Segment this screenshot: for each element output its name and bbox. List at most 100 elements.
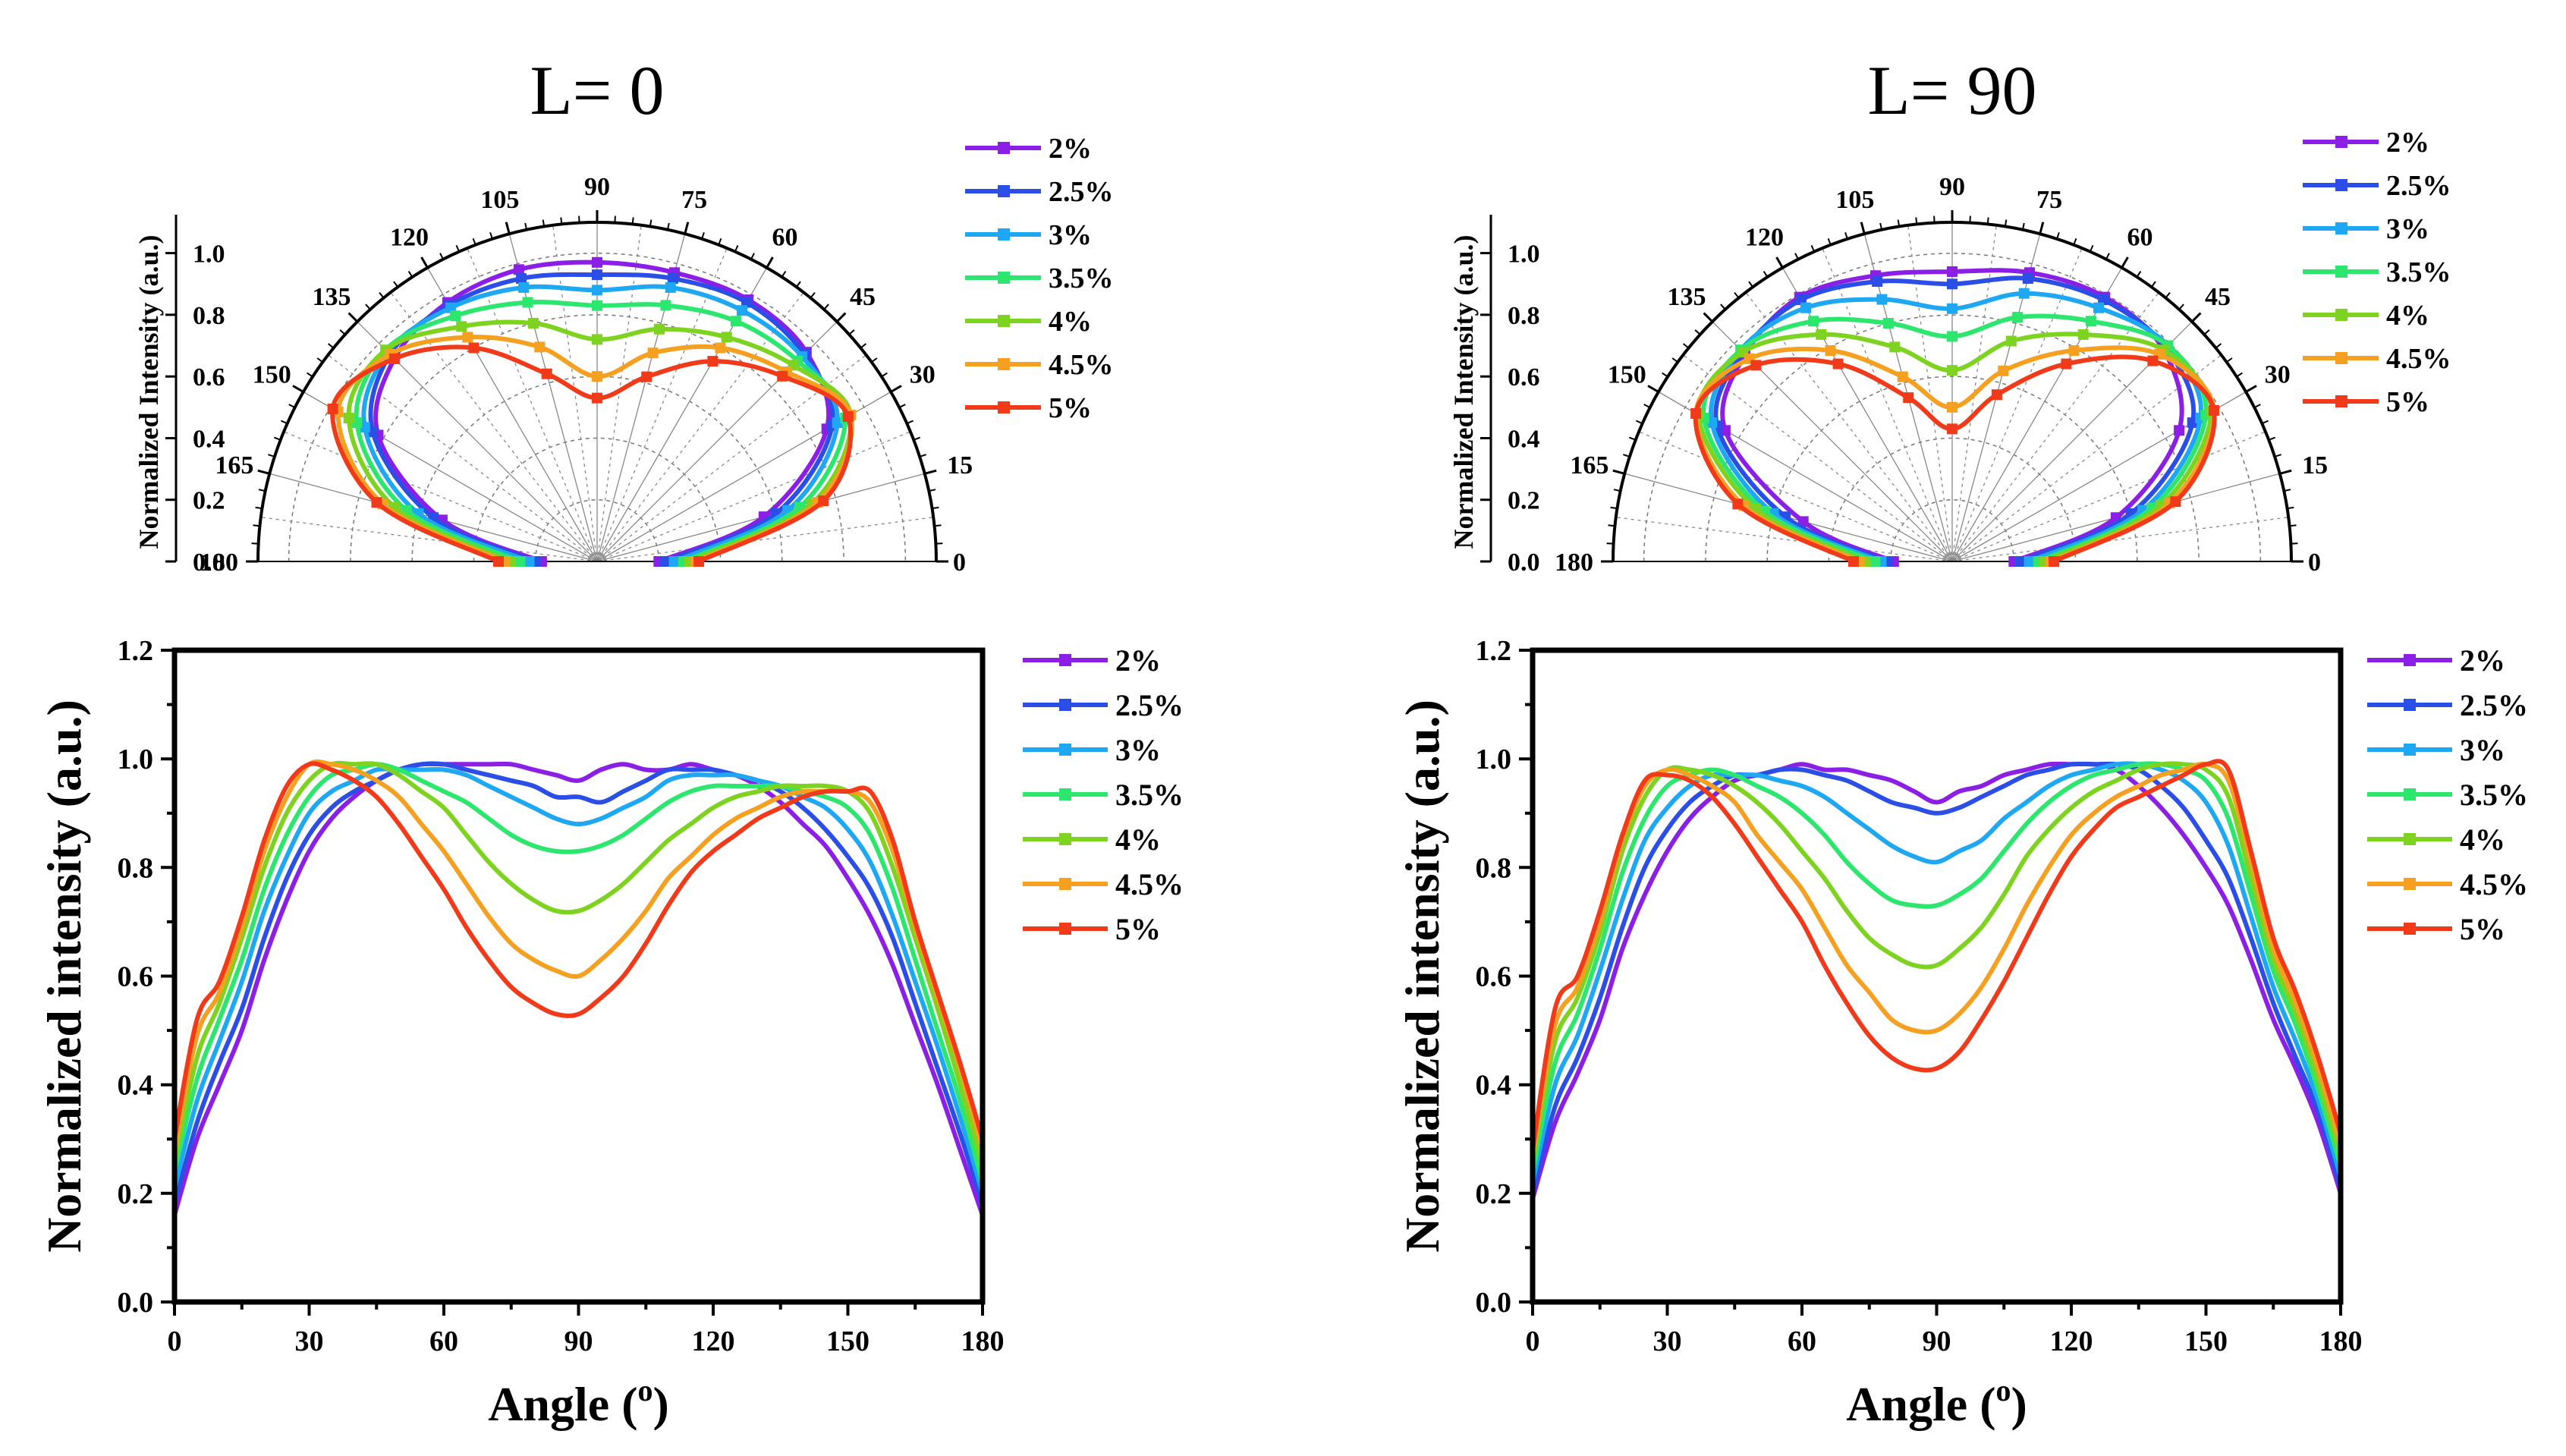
polar-radial-label: 0.6 bbox=[1508, 363, 1540, 392]
line-legend: 2% 2.5% 3% 3.5% 4% 4.5% 5% bbox=[2367, 643, 2528, 946]
polar-angle-tick bbox=[2236, 372, 2243, 378]
polar-data-point bbox=[1947, 331, 1958, 342]
polar-angle-label: 135 bbox=[313, 283, 351, 311]
polar-angle-label: 105 bbox=[1835, 186, 1874, 214]
polar-angle-tick bbox=[307, 372, 313, 378]
polar-angle-tick bbox=[1606, 542, 1614, 545]
polar-data-point bbox=[327, 403, 338, 414]
polar-data-point bbox=[1750, 360, 1762, 371]
polar-data-point bbox=[737, 305, 747, 316]
polar-data-point bbox=[592, 256, 602, 268]
polar-angle-label: 45 bbox=[2205, 283, 2231, 311]
x-tick-label: 120 bbox=[2050, 1325, 2093, 1357]
polar-angle-tick bbox=[489, 231, 493, 240]
polar-angle-tick bbox=[2274, 454, 2282, 458]
polar-angle-tick bbox=[1775, 256, 1784, 269]
polar-angle-tick bbox=[524, 222, 528, 231]
legend-label: 4% bbox=[1115, 822, 1161, 857]
polar-angle-label: 0 bbox=[953, 549, 966, 577]
polar-data-point bbox=[1876, 294, 1888, 305]
polar-angle-label: 60 bbox=[2127, 223, 2153, 251]
polar-angle-tick bbox=[810, 291, 816, 299]
polar-data-point bbox=[592, 371, 602, 382]
polar-angle-tick bbox=[701, 231, 705, 240]
legend-marker bbox=[998, 315, 1010, 327]
legend-marker bbox=[2404, 923, 2416, 935]
line-series-3% bbox=[172, 766, 985, 1196]
polar-angle-tick bbox=[393, 281, 399, 288]
legend-label: 2% bbox=[1049, 133, 1092, 165]
polar-angle-tick bbox=[1915, 217, 1918, 225]
polar-data-point bbox=[592, 392, 602, 404]
polar-grid-spoke bbox=[596, 225, 642, 562]
x-axis-label-superscript: o bbox=[1996, 1373, 2011, 1407]
polar-angle-tick bbox=[734, 244, 739, 253]
polar-angle-tick bbox=[505, 222, 511, 234]
polar-radial-label: 0.0 bbox=[193, 549, 225, 577]
legend-label: 4% bbox=[2386, 300, 2429, 332]
polar-data-point bbox=[1947, 278, 1958, 290]
polar-radial-label: 0.2 bbox=[193, 487, 225, 515]
polar-radial-label: 1.0 bbox=[193, 241, 225, 269]
polar-data-point bbox=[654, 323, 665, 335]
polar-data-point bbox=[818, 495, 829, 507]
legend-label: 2.5% bbox=[1049, 176, 1114, 208]
polar-angle-tick bbox=[2150, 281, 2156, 288]
polar-angle-tick bbox=[2191, 312, 2202, 322]
polar-angle-tick bbox=[1613, 489, 1621, 492]
legend-marker bbox=[2404, 744, 2416, 756]
polar-data-point bbox=[1690, 407, 1702, 419]
polar-data-point bbox=[2005, 335, 2017, 347]
x-tick-label: 90 bbox=[1923, 1325, 1951, 1357]
polar-data-point bbox=[660, 300, 671, 311]
legend-marker bbox=[2335, 179, 2347, 191]
polar-angle-tick bbox=[347, 312, 358, 322]
polar-grid-spoke bbox=[1638, 431, 1953, 562]
polar-data-point bbox=[2147, 355, 2159, 366]
polar-data-point bbox=[2049, 556, 2060, 567]
polar-y-axis-label: Normalized Intensity (a.u.) bbox=[1448, 235, 1479, 549]
polar-angle-tick bbox=[2245, 385, 2257, 393]
polar-data-point bbox=[1947, 401, 1958, 413]
legend-marker bbox=[998, 185, 1010, 197]
polar-data-point bbox=[1808, 316, 1819, 327]
polar-data-point bbox=[1903, 392, 1914, 404]
legend-label: 2% bbox=[1115, 643, 1161, 678]
polar-angle-tick bbox=[439, 253, 444, 260]
polar-series-line-5% bbox=[1693, 354, 2217, 564]
polar-data-point bbox=[592, 285, 602, 296]
x-axis-label-text: Angle ( bbox=[1846, 1377, 1995, 1431]
polar-grid-spoke bbox=[596, 247, 728, 562]
polar-angle-tick bbox=[919, 454, 927, 458]
y-tick-label: 0.2 bbox=[1476, 1178, 1512, 1210]
legend-label: 4% bbox=[1049, 306, 1092, 338]
polar-angle-tick bbox=[1720, 303, 1726, 310]
legend-label: 4% bbox=[2460, 822, 2505, 857]
polar-angle-tick bbox=[1612, 469, 1625, 475]
polar-data-point bbox=[2208, 404, 2219, 416]
polar-grid-circle bbox=[473, 437, 722, 562]
legend-marker bbox=[2404, 878, 2416, 890]
polar-radial-label: 0.8 bbox=[193, 302, 225, 330]
polar-angle-tick bbox=[578, 215, 580, 223]
line-series-3.5% bbox=[172, 762, 985, 1185]
legend-label: 3.5% bbox=[2460, 778, 2528, 812]
polar-angle-tick bbox=[2165, 291, 2171, 299]
legend-label: 3% bbox=[2386, 213, 2429, 245]
legend-marker bbox=[2404, 788, 2416, 800]
polar-data-point bbox=[592, 334, 602, 345]
x-tick-label: 0 bbox=[1526, 1325, 1540, 1357]
polar-angle-tick bbox=[1647, 385, 1659, 393]
legend-label: 3% bbox=[1049, 219, 1092, 251]
polar-data-point bbox=[1872, 276, 1883, 287]
legend-marker bbox=[1059, 788, 1071, 800]
polar-data-point bbox=[1800, 302, 1811, 313]
x-tick-label: 90 bbox=[564, 1325, 593, 1357]
polar-grid-spoke bbox=[283, 431, 598, 562]
polar-grid-spoke bbox=[1615, 517, 1953, 562]
polar-angle-tick bbox=[288, 404, 296, 408]
line-series-5% bbox=[172, 761, 985, 1142]
x-tick-label: 60 bbox=[429, 1325, 458, 1357]
polar-angle-tick bbox=[2215, 343, 2222, 349]
line-series-2.5% bbox=[172, 761, 985, 1207]
